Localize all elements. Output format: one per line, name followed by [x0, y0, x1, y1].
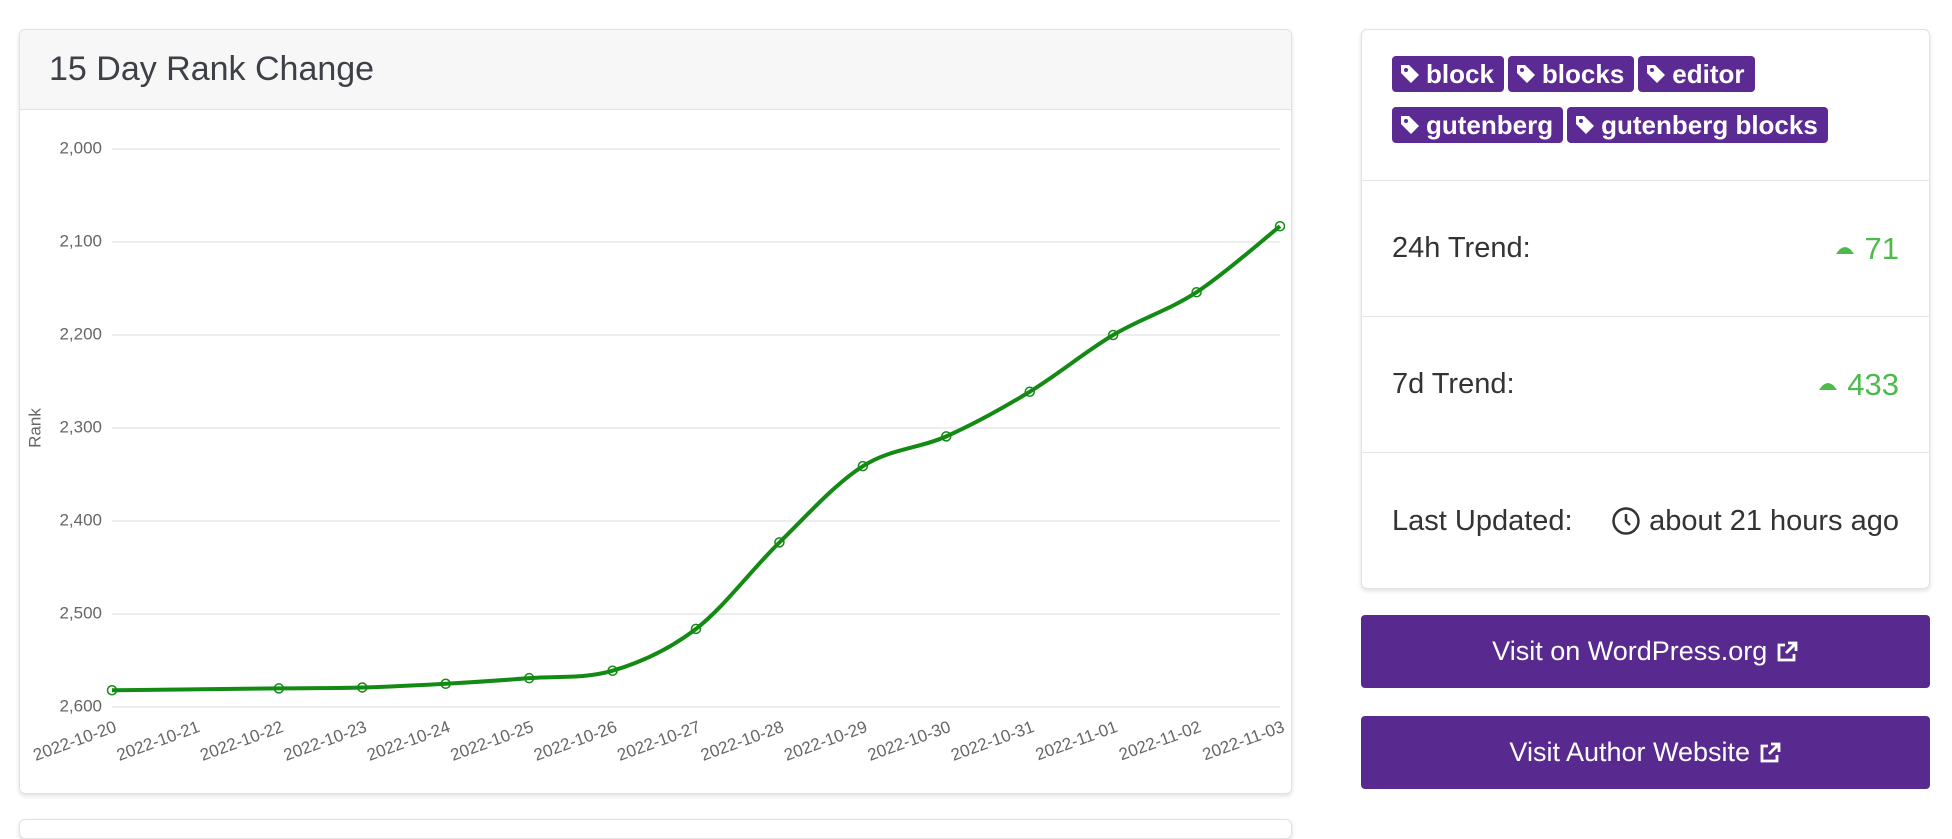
clock-icon	[1612, 507, 1640, 535]
tag-label: block	[1426, 58, 1494, 89]
point	[690, 623, 702, 635]
y-tick-label: 2,500	[59, 603, 102, 622]
x-tick-label: 2022-11-02	[1116, 717, 1203, 764]
chart-title: 15 Day Rank Change	[20, 30, 1291, 110]
point	[774, 537, 785, 548]
label: 24h Trend:	[1392, 232, 1531, 264]
label: Last Updated:	[1392, 504, 1573, 537]
last-updated: Last Updated: about 21 hours ago	[1362, 453, 1929, 589]
y-tick-label: 2,100	[59, 231, 102, 250]
y-tick-label: 2,600	[59, 696, 102, 715]
x-tick-label: 2022-10-24	[364, 717, 452, 765]
button-label: Visit on WordPress.org	[1492, 636, 1768, 666]
value: 71	[1864, 230, 1899, 266]
point	[1107, 329, 1119, 341]
up-icon	[1835, 246, 1854, 254]
tag-icon	[1576, 116, 1595, 134]
y-tick-label: 2,300	[59, 417, 102, 436]
x-tick-label: 2022-10-20	[31, 717, 119, 765]
chart-card: 15 Day Rank Change Rank 2,000 2,100 2,200 2…	[19, 29, 1292, 794]
trend-value: 71	[1834, 231, 1899, 267]
up-icon	[1818, 382, 1837, 390]
x-tick-label: 2022-10-21	[114, 717, 202, 765]
point	[273, 683, 285, 694]
x-tick-label: 2022-10-25	[448, 717, 536, 765]
y-tick-label: 2,400	[59, 510, 102, 529]
point	[106, 685, 118, 696]
x-tick-label: 2022-10-26	[531, 717, 619, 765]
point	[1274, 220, 1286, 232]
tag[interactable]: blocks	[1507, 56, 1635, 92]
tag-list: block blocks editor gutenberg gutenberg bloc…	[1362, 30, 1929, 181]
x-tick-label: 2022-10-31	[948, 717, 1036, 765]
x-tick-label: 2022-11-03	[1200, 717, 1287, 764]
point	[523, 672, 535, 684]
trend-24h: 24h Trend: 71	[1362, 181, 1929, 317]
x-tick-label: 2022-10-28	[698, 717, 786, 765]
point	[857, 460, 869, 472]
y-tick-label: 2,000	[59, 138, 102, 157]
tag-icon	[1516, 65, 1535, 83]
value: about 21 hours ago	[1649, 504, 1899, 537]
tag-label: editor	[1672, 58, 1745, 89]
x-tick-label: 2022-10-30	[865, 717, 953, 765]
label: 7d Trend:	[1392, 368, 1515, 400]
x-tick-label: 2022-10-29	[782, 717, 870, 765]
x-tick-label: 2022-10-23	[281, 717, 369, 765]
point	[607, 665, 618, 676]
next-card	[19, 819, 1292, 839]
external-icon	[1760, 742, 1780, 762]
x-tick-label: 2022-11-01	[1033, 717, 1120, 764]
tag-icon	[1401, 116, 1419, 134]
x-tick-label: 2022-10-27	[615, 717, 703, 765]
line	[111, 224, 1282, 693]
point	[440, 678, 451, 689]
wordpress-button[interactable]: Visit on WordPress.org	[1361, 615, 1930, 688]
button-label: Visit Author Website	[1509, 737, 1751, 767]
tag-label: gutenberg	[1426, 109, 1554, 140]
tag-label: gutenberg blocks	[1601, 109, 1818, 140]
author-button[interactable]: Visit Author Website	[1361, 716, 1930, 789]
chart: Rank 2,000 2,100 2,200 2,300 2,400 2,500 2,600…	[25, 138, 1287, 765]
value: 433	[1847, 366, 1899, 402]
info-card: block blocks editor gutenberg gutenberg bloc…	[1361, 29, 1930, 589]
external-icon	[1777, 641, 1798, 661]
tag[interactable]: editor	[1638, 56, 1755, 92]
tag[interactable]: gutenberg blocks	[1567, 107, 1828, 143]
tag[interactable]: gutenberg	[1392, 107, 1564, 143]
point	[1191, 286, 1202, 298]
trend-7d: 7d Trend: 433	[1362, 317, 1929, 453]
tag[interactable]: block	[1392, 56, 1504, 92]
y-tick-label: 2,200	[59, 324, 102, 343]
updated-value: about 21 hours ago	[1611, 505, 1899, 538]
point	[357, 682, 368, 693]
trend-value: 433	[1817, 367, 1899, 403]
tag-icon	[1647, 65, 1666, 83]
y-axis-label: Rank	[25, 408, 44, 448]
point	[1024, 386, 1035, 397]
x-tick-label: 2022-10-22	[198, 717, 286, 765]
point	[941, 431, 952, 442]
tag-label: blocks	[1541, 58, 1625, 89]
tag-icon	[1401, 65, 1419, 83]
